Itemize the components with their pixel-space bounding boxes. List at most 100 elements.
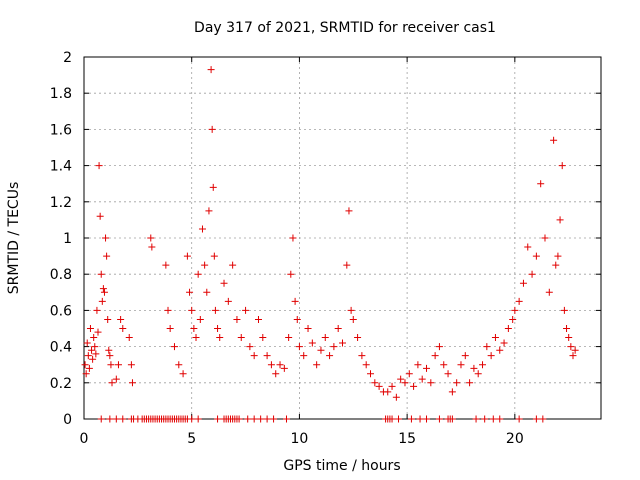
data-point (196, 315, 204, 323)
data-point (276, 361, 284, 369)
data-point (515, 297, 523, 305)
data-point (287, 270, 295, 278)
data-point (91, 343, 99, 351)
data-point (313, 361, 321, 369)
data-point (293, 315, 301, 323)
data-point (289, 234, 297, 242)
data-point (117, 315, 125, 323)
data-point (388, 415, 396, 423)
data-point (125, 334, 133, 342)
data-point (545, 288, 553, 296)
data-point (148, 243, 156, 251)
data-point (431, 352, 439, 360)
data-point (491, 334, 499, 342)
data-point (82, 370, 90, 378)
data-point (282, 415, 290, 423)
data-point (92, 350, 100, 358)
data-point (560, 306, 568, 314)
data-point (170, 343, 178, 351)
data-point (539, 415, 547, 423)
data-point (190, 325, 198, 332)
data-point (444, 370, 452, 378)
data-point (229, 261, 237, 269)
data-point (166, 325, 174, 332)
data-point (175, 361, 183, 369)
data-point (106, 352, 114, 360)
data-point (105, 346, 113, 354)
y-tick-label: 1.8 (50, 86, 72, 102)
x-axis-label: GPS time / hours (283, 458, 400, 474)
y-tick-label: 1.6 (50, 122, 72, 138)
data-point (448, 415, 456, 423)
data-point (250, 415, 258, 423)
data-point (367, 370, 375, 378)
data-point (565, 334, 573, 342)
data-point (440, 361, 448, 369)
data-point (285, 334, 293, 342)
data-point (515, 415, 523, 423)
data-point (164, 306, 172, 314)
data-point (209, 183, 217, 191)
data-point (509, 315, 517, 323)
data-point (334, 325, 342, 332)
data-points (81, 66, 579, 423)
data-point (453, 379, 461, 387)
data-point (97, 415, 105, 423)
data-point (466, 379, 474, 387)
data-point (532, 415, 540, 423)
data-point (532, 252, 540, 260)
data-point (330, 343, 338, 351)
data-point (519, 279, 527, 287)
data-point (192, 334, 200, 342)
data-point (461, 352, 469, 360)
y-tick-label: 1.4 (50, 159, 72, 175)
data-point (528, 270, 536, 278)
data-point (250, 352, 258, 360)
data-point (97, 270, 105, 278)
data-point (343, 261, 351, 269)
y-tick-label: 0.2 (50, 376, 72, 392)
data-point (188, 306, 196, 314)
data-point (472, 415, 480, 423)
data-point (100, 288, 108, 296)
data-point (90, 334, 98, 342)
data-point (569, 352, 577, 360)
data-point (496, 415, 504, 423)
data-point (211, 306, 219, 314)
x-tick-label: 0 (80, 431, 89, 447)
y-axis-label: SRMTID / TECUs (6, 182, 22, 295)
data-point (401, 379, 409, 387)
data-point (103, 252, 111, 260)
data-point (511, 306, 519, 314)
data-point (104, 315, 112, 323)
data-point (99, 285, 107, 293)
data-point (224, 297, 232, 305)
data-point (457, 361, 465, 369)
data-point (280, 364, 288, 372)
data-point (407, 415, 415, 423)
data-point (487, 352, 495, 360)
data-point (272, 370, 280, 378)
data-point (496, 346, 504, 354)
data-point (205, 207, 213, 215)
data-point (552, 261, 560, 269)
data-point (89, 355, 97, 363)
y-tick-label: 0.8 (50, 267, 72, 283)
data-point (203, 288, 211, 296)
data-point (96, 212, 104, 220)
data-point (108, 379, 116, 387)
grid (84, 57, 601, 419)
data-point (416, 415, 424, 423)
data-point (537, 180, 545, 188)
data-point (235, 415, 243, 423)
data-point (308, 339, 316, 347)
data-point (83, 339, 91, 347)
data-point (179, 370, 187, 378)
data-point (326, 352, 334, 360)
data-point (418, 375, 426, 383)
data-point (556, 216, 564, 224)
data-point (349, 315, 357, 323)
data-point (220, 279, 228, 287)
data-point (233, 315, 241, 323)
